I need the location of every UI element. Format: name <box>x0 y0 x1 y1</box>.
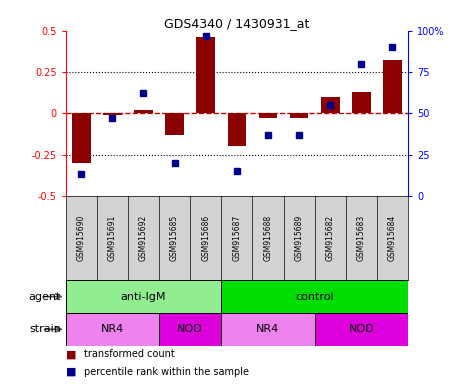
Text: control: control <box>295 291 334 302</box>
Text: GSM915685: GSM915685 <box>170 215 179 261</box>
Text: GSM915682: GSM915682 <box>325 215 335 261</box>
Text: ■: ■ <box>66 349 76 359</box>
Bar <box>321 97 340 113</box>
Bar <box>221 280 408 313</box>
Text: transformed count: transformed count <box>84 349 175 359</box>
Bar <box>258 113 277 118</box>
Text: NOD: NOD <box>348 324 374 334</box>
Bar <box>66 280 221 313</box>
Text: ■: ■ <box>66 367 76 377</box>
Bar <box>290 113 309 118</box>
Bar <box>197 37 215 113</box>
Text: NOD: NOD <box>177 324 203 334</box>
Text: strain: strain <box>29 324 61 334</box>
Text: NR4: NR4 <box>101 324 124 334</box>
Bar <box>159 313 221 346</box>
Text: GSM915689: GSM915689 <box>295 215 303 261</box>
Text: percentile rank within the sample: percentile rank within the sample <box>84 367 250 377</box>
Bar <box>103 113 121 115</box>
Text: anti-IgM: anti-IgM <box>121 291 166 302</box>
Bar <box>134 110 153 113</box>
Text: GSM915688: GSM915688 <box>264 215 272 261</box>
Text: GSM915690: GSM915690 <box>77 215 86 261</box>
Bar <box>165 113 184 135</box>
Title: GDS4340 / 1430931_at: GDS4340 / 1430931_at <box>164 17 310 30</box>
Text: GSM915684: GSM915684 <box>388 215 397 261</box>
Bar <box>383 60 402 113</box>
Bar <box>72 113 91 163</box>
Text: agent: agent <box>29 291 61 302</box>
Bar <box>221 313 315 346</box>
Text: GSM915687: GSM915687 <box>232 215 242 261</box>
Bar <box>352 92 371 113</box>
Text: GSM915683: GSM915683 <box>357 215 366 261</box>
Bar <box>227 113 246 146</box>
Text: GSM915686: GSM915686 <box>201 215 210 261</box>
Bar <box>315 313 408 346</box>
Text: GSM915692: GSM915692 <box>139 215 148 261</box>
Text: NR4: NR4 <box>257 324 280 334</box>
Bar <box>66 313 159 346</box>
Text: GSM915691: GSM915691 <box>108 215 117 261</box>
